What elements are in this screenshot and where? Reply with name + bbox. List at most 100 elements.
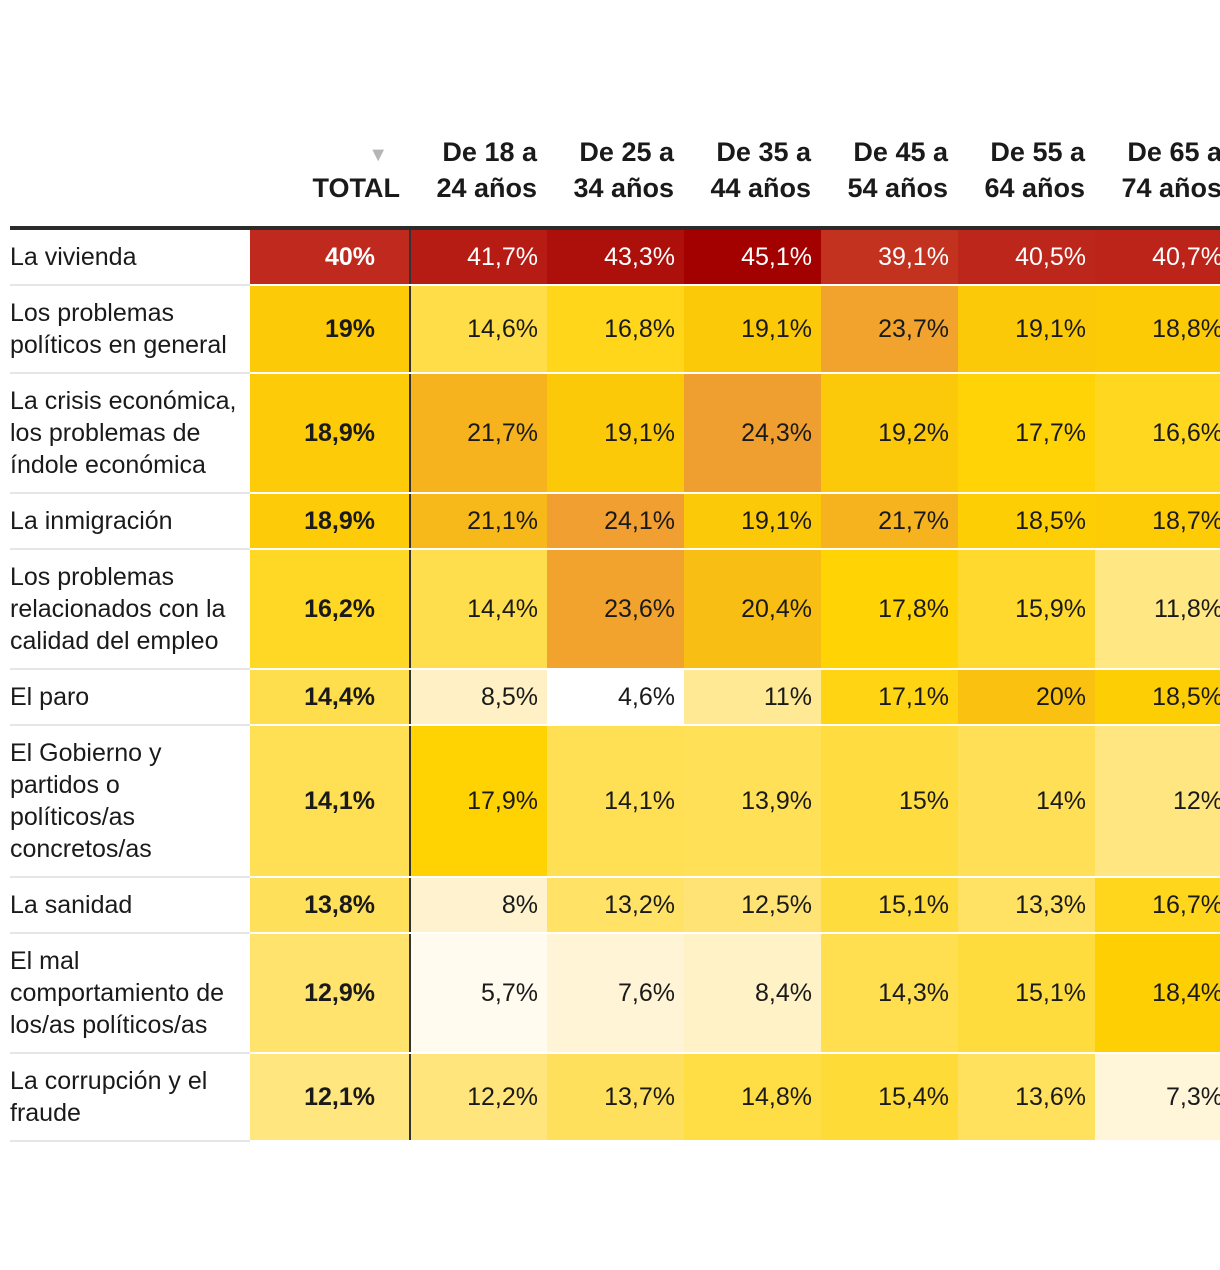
value-cell: 15,1% (958, 933, 1095, 1054)
value-cell: 18,5% (1095, 669, 1220, 726)
row-label: La vivienda (10, 228, 250, 286)
value-cell: 12,2% (410, 1053, 547, 1142)
header-age-label: De 65 a 74 años (1121, 137, 1220, 203)
value-cell: 14,3% (821, 933, 958, 1054)
value-cell: 17,7% (958, 373, 1095, 494)
row-label: La inmigración (10, 493, 250, 550)
value-cell: 15,4% (821, 1053, 958, 1142)
value-cell: 11,8% (1095, 549, 1220, 670)
total-cell: 18,9% (250, 373, 411, 494)
value-cell: 7,3% (1095, 1053, 1220, 1142)
value-cell: 40,7% (1095, 228, 1220, 286)
value-cell: 24,3% (684, 373, 821, 494)
header-label (10, 0, 250, 230)
row-label: El mal comportamiento de los/as político… (10, 933, 250, 1054)
value-cell: 19,1% (684, 285, 821, 374)
value-cell: 18,8% (1095, 285, 1220, 374)
value-cell: 13,7% (547, 1053, 684, 1142)
value-cell: 16,8% (547, 285, 684, 374)
table-row: Los problemas políticos en general 19% 14,… (10, 285, 1220, 374)
value-cell: 16,6% (1095, 373, 1220, 494)
value-cell: 18,5% (958, 493, 1095, 550)
table-row: El paro 14,4% 8,5% 4,6% 11% 17,1% 20% 18,5% (10, 669, 1220, 726)
value-cell: 14,8% (684, 1053, 821, 1142)
value-cell: 43,3% (547, 228, 684, 286)
table-row: El Gobierno y partidos o políticos/as co… (10, 725, 1220, 878)
table-row: La corrupción y el fraude 12,1% 12,2% 13,7%… (10, 1053, 1220, 1142)
total-cell: 19% (250, 285, 411, 374)
value-cell: 8% (410, 877, 547, 934)
total-cell: 12,9% (250, 933, 411, 1054)
value-cell: 13,2% (547, 877, 684, 934)
total-cell: 14,1% (250, 725, 411, 878)
value-cell: 11% (684, 669, 821, 726)
table-row: Los problemas relacionados con la calida… (10, 549, 1220, 670)
value-cell: 21,7% (821, 493, 958, 550)
table-row: La crisis económica, los problemas de ín… (10, 373, 1220, 494)
table-row: El mal comportamiento de los/as político… (10, 933, 1220, 1054)
table-body: La vivienda 40% 41,7% 43,3% 45,1% 39,1% 40,5% 4… (10, 228, 1220, 1142)
header-age-label: De 25 a 34 años (573, 137, 674, 203)
value-cell: 7,6% (547, 933, 684, 1054)
value-cell: 40,5% (958, 228, 1095, 286)
value-cell: 23,6% (547, 549, 684, 670)
header-age[interactable]: De 18 a 24 años (410, 0, 547, 230)
value-cell: 17,9% (410, 725, 547, 878)
value-cell: 21,7% (410, 373, 547, 494)
table-row: La inmigración 18,9% 21,1% 24,1% 19,1% 21,7% 1… (10, 493, 1220, 550)
value-cell: 13,9% (684, 725, 821, 878)
value-cell: 4,6% (547, 669, 684, 726)
header-total-label: TOTAL (312, 173, 401, 203)
value-cell: 23,7% (821, 285, 958, 374)
header-age[interactable]: De 35 a 44 años (684, 0, 821, 230)
value-cell: 41,7% (410, 228, 547, 286)
row-label: La crisis económica, los problemas de ín… (10, 373, 250, 494)
total-cell: 16,2% (250, 549, 411, 670)
value-cell: 18,7% (1095, 493, 1220, 550)
value-cell: 16,7% (1095, 877, 1220, 934)
header-age-label: De 55 a 64 años (984, 137, 1085, 203)
row-label: La corrupción y el fraude (10, 1053, 250, 1142)
value-cell: 18,4% (1095, 933, 1220, 1054)
row-label: El paro (10, 669, 250, 726)
value-cell: 13,6% (958, 1053, 1095, 1142)
row-label: Los problemas relacionados con la calida… (10, 549, 250, 670)
header-age-label: De 18 a 24 años (436, 137, 537, 203)
total-cell: 12,1% (250, 1053, 411, 1142)
value-cell: 15,9% (958, 549, 1095, 670)
row-label: La sanidad (10, 877, 250, 934)
value-cell: 15% (821, 725, 958, 878)
header-age[interactable]: De 65 a 74 años (1095, 0, 1220, 230)
header-age[interactable]: De 55 a 64 años (958, 0, 1095, 230)
value-cell: 14,4% (410, 549, 547, 670)
value-cell: 19,2% (821, 373, 958, 494)
header-age[interactable]: De 25 a 34 años (547, 0, 684, 230)
value-cell: 21,1% (410, 493, 547, 550)
total-cell: 40% (250, 228, 411, 286)
heatmap-table-container: ▼ TOTAL De 18 a 24 años De 25 a 34 años … (10, 0, 1220, 1142)
total-cell: 18,9% (250, 493, 411, 550)
table-row: La sanidad 13,8% 8% 13,2% 12,5% 15,1% 13,3% 16,… (10, 877, 1220, 934)
value-cell: 20% (958, 669, 1095, 726)
value-cell: 5,7% (410, 933, 547, 1054)
value-cell: 19,1% (958, 285, 1095, 374)
value-cell: 13,3% (958, 877, 1095, 934)
value-cell: 17,1% (821, 669, 958, 726)
header-total[interactable]: ▼ TOTAL (250, 0, 410, 230)
header-row: ▼ TOTAL De 18 a 24 años De 25 a 34 años … (10, 0, 1220, 230)
value-cell: 14,6% (410, 285, 547, 374)
header-age[interactable]: De 45 a 54 años (821, 0, 958, 230)
row-label: El Gobierno y partidos o políticos/as co… (10, 725, 250, 878)
value-cell: 45,1% (684, 228, 821, 286)
value-cell: 24,1% (547, 493, 684, 550)
value-cell: 19,1% (547, 373, 684, 494)
value-cell: 20,4% (684, 549, 821, 670)
header-age-label: De 35 a 44 años (710, 137, 811, 203)
value-cell: 12,5% (684, 877, 821, 934)
heatmap-table: ▼ TOTAL De 18 a 24 años De 25 a 34 años … (10, 0, 1220, 1142)
row-label: Los problemas políticos en general (10, 285, 250, 374)
value-cell: 19,1% (684, 493, 821, 550)
sort-down-icon[interactable]: ▼ (368, 144, 388, 166)
value-cell: 14% (958, 725, 1095, 878)
value-cell: 15,1% (821, 877, 958, 934)
